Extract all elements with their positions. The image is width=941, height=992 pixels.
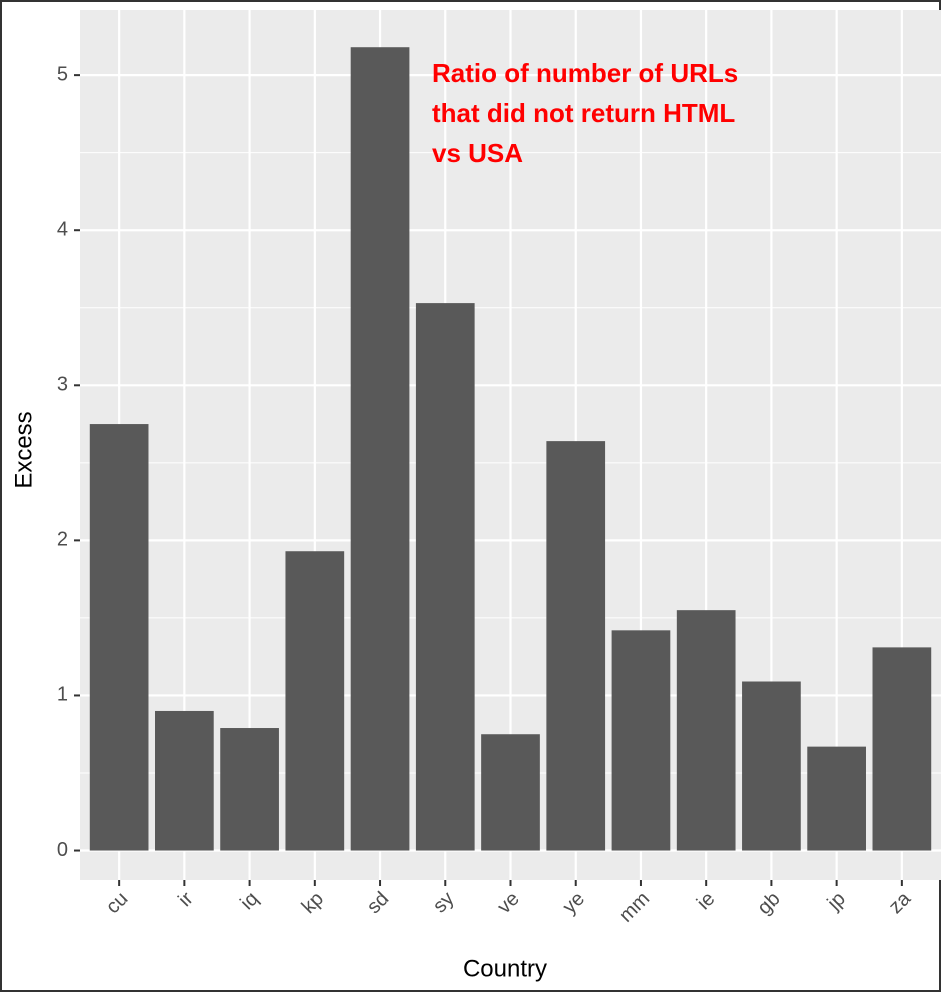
bar [676, 610, 736, 851]
bar [872, 647, 932, 851]
bar [220, 728, 279, 851]
bar [155, 710, 214, 851]
bar [807, 746, 866, 851]
annotation-line: vs USA [432, 138, 523, 168]
annotation: Ratio of number of URLs that did not ret… [432, 58, 738, 168]
marks [89, 47, 932, 851]
bar [415, 303, 475, 851]
bar [285, 551, 345, 851]
annotation-line: Ratio of number of URLs [432, 58, 738, 88]
y-tick-label: 1 [57, 684, 68, 706]
x-axis-title: Country [463, 955, 547, 982]
y-tick-label: 4 [57, 218, 68, 240]
bar [546, 441, 606, 851]
bar [350, 47, 410, 851]
bar [89, 424, 149, 851]
y-tick-label: 0 [57, 839, 68, 861]
y-axis-title: Excess [10, 411, 37, 488]
bar [481, 734, 540, 851]
bar [611, 630, 671, 851]
bar [742, 681, 801, 851]
y-tick-label: 2 [57, 529, 68, 551]
y-tick-label: 5 [57, 63, 68, 85]
annotation-line: that did not return HTML [432, 98, 735, 128]
y-tick-label: 3 [57, 374, 68, 396]
